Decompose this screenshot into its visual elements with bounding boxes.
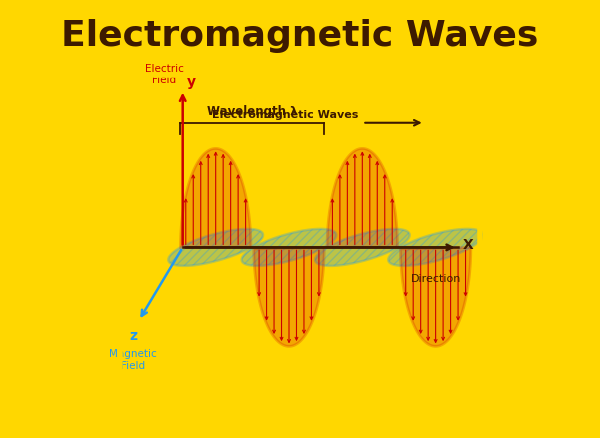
Polygon shape — [254, 248, 324, 346]
Polygon shape — [181, 149, 251, 248]
Text: z: z — [129, 328, 137, 342]
Text: Direction: Direction — [410, 273, 461, 283]
Polygon shape — [327, 149, 398, 248]
Text: Wavelength λ: Wavelength λ — [207, 105, 298, 118]
Text: Electromagnetic Waves: Electromagnetic Waves — [212, 110, 359, 120]
Polygon shape — [169, 230, 263, 266]
Text: Electric
Field: Electric Field — [145, 64, 184, 85]
Text: Magnetic
Field: Magnetic Field — [109, 348, 157, 370]
Text: X: X — [463, 237, 474, 251]
Polygon shape — [242, 230, 337, 266]
Text: Electromagnetic Waves: Electromagnetic Waves — [61, 19, 539, 53]
Polygon shape — [315, 230, 410, 266]
Polygon shape — [400, 248, 471, 346]
Polygon shape — [388, 230, 483, 266]
Text: y: y — [187, 75, 196, 89]
